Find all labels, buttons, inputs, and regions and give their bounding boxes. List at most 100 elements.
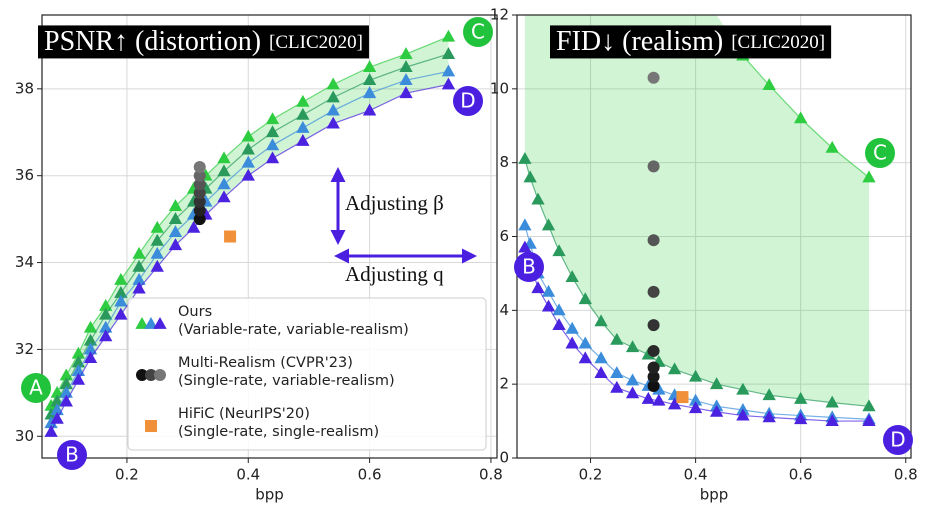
triangle-marker — [265, 138, 280, 151]
triangle-marker — [565, 336, 579, 349]
title-background — [550, 25, 832, 59]
triangle-marker — [610, 366, 624, 378]
badge-label: C — [471, 20, 485, 44]
triangle-marker — [709, 404, 724, 417]
circle-marker — [193, 178, 206, 191]
circle-marker — [193, 195, 206, 208]
badge-circle — [865, 138, 895, 168]
y-tick-label: 34 — [15, 253, 34, 271]
triangle-marker — [114, 285, 128, 298]
badge-label: C — [873, 141, 887, 165]
badge-circle — [514, 252, 544, 282]
triangle-marker — [594, 366, 608, 378]
triangle-marker — [762, 78, 776, 91]
circle-marker — [193, 161, 206, 174]
x-tick-label: 0.2 — [579, 466, 603, 484]
y-tick-label: 4 — [499, 301, 509, 319]
triangle-marker — [399, 60, 413, 73]
x-axis-label: bpp — [255, 486, 284, 504]
triangle-marker — [862, 170, 876, 183]
badge-circle — [21, 373, 51, 403]
triangle-marker — [518, 240, 532, 253]
annotation: Adjusting β — [345, 191, 444, 215]
triangle-marker — [296, 94, 310, 107]
triangle-marker — [625, 340, 640, 353]
triangle-marker — [168, 238, 183, 251]
legend-marker — [144, 317, 158, 329]
legend-detail: (Single-rate, variable-realism) — [178, 373, 395, 389]
y-tick-label: 10 — [490, 79, 509, 97]
triangle-marker — [241, 168, 255, 181]
triangle-marker — [523, 170, 537, 183]
triangle-marker — [518, 218, 532, 231]
circle-marker — [193, 169, 206, 182]
badge-circle — [883, 425, 913, 455]
axes-frame — [41, 14, 498, 459]
triangle-marker — [794, 412, 808, 425]
triangle-marker — [114, 307, 128, 320]
plot-area — [518, 15, 876, 426]
triangle-marker — [625, 386, 640, 399]
badge-label: A — [29, 376, 43, 400]
triangle-marker — [59, 394, 73, 407]
x-tick-label: 0.6 — [789, 466, 813, 484]
badge-circle — [453, 86, 483, 116]
triangle-marker — [794, 111, 808, 124]
y-tick-label: 0 — [499, 449, 509, 467]
x-tick-label: 0.6 — [358, 466, 382, 484]
triangle-marker — [326, 77, 340, 90]
title-group: PSNR↑ (distortion) [CLIC2020] — [38, 25, 369, 59]
triangle-marker — [762, 388, 776, 401]
triangle-marker — [862, 414, 876, 426]
triangle-marker — [50, 411, 64, 424]
legend-box — [127, 297, 487, 451]
triangle-marker — [44, 424, 58, 437]
circle-marker — [647, 344, 660, 357]
y-tick-label: 6 — [499, 227, 509, 245]
title-suffix: [CLIC2020] — [731, 32, 825, 53]
x-tick-label: 0.4 — [684, 466, 708, 484]
triangle-marker — [399, 73, 413, 86]
triangle-marker — [362, 103, 377, 116]
badge-label: D — [890, 428, 905, 452]
triangle-marker — [652, 393, 666, 406]
triangle-marker — [362, 60, 377, 73]
triangle-marker — [362, 73, 377, 86]
triangle-marker — [594, 314, 608, 327]
badge-label: B — [65, 443, 79, 467]
title-group: FID↓ (realism) [CLIC2020] — [550, 25, 832, 59]
triangle-marker — [99, 329, 113, 342]
triangle-marker — [265, 125, 280, 138]
legend-label: Multi-Realism (CVPR'23) — [178, 355, 353, 371]
circle-marker — [647, 380, 660, 393]
triangle-marker — [825, 395, 839, 408]
circle-marker — [193, 187, 206, 200]
x-tick-label: 0.4 — [236, 466, 260, 484]
triangle-marker — [99, 298, 113, 311]
triangle-marker — [168, 225, 183, 238]
triangle-marker — [594, 351, 608, 364]
triangle-marker — [362, 86, 377, 99]
legend-marker — [145, 420, 157, 432]
triangle-marker — [217, 151, 231, 164]
triangle-marker — [578, 336, 592, 349]
circle-marker — [647, 370, 660, 383]
triangle-marker — [326, 103, 340, 116]
triangle-marker — [399, 47, 413, 59]
triangle-marker — [217, 164, 231, 177]
triangle-marker — [441, 47, 456, 59]
triangle-marker — [441, 29, 456, 42]
triangle-marker — [132, 281, 146, 294]
band — [51, 36, 449, 432]
triangle-marker — [667, 362, 682, 375]
triangle-marker — [296, 133, 310, 146]
triangle-marker — [688, 401, 703, 414]
legend-label: Ours — [178, 304, 212, 320]
triangle-marker — [326, 90, 340, 103]
chart-title: PSNR↑ (distortion) [CLIC2020] — [44, 26, 363, 57]
badge-label: B — [522, 255, 536, 279]
triangle-marker — [667, 397, 682, 410]
triangle-marker — [552, 244, 566, 257]
x-tick-label: 0.2 — [115, 466, 139, 484]
triangle-marker — [83, 333, 98, 346]
